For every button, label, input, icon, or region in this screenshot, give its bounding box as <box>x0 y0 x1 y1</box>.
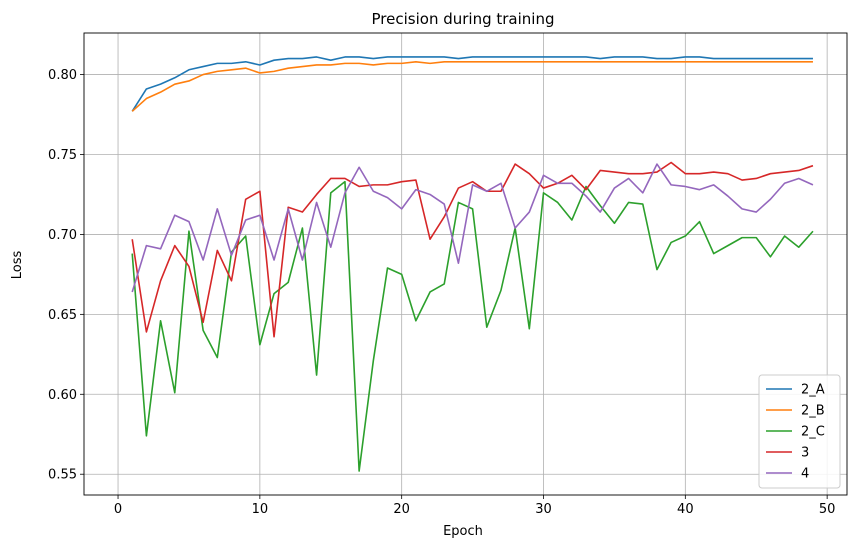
x-tick-label: 40 <box>677 502 694 517</box>
y-tick-label: 0.55 <box>48 468 77 483</box>
legend: 2_A 2_B 2_C 3 4 <box>758 374 841 489</box>
x-tick-label: 20 <box>393 502 410 517</box>
grid <box>84 33 847 495</box>
y-tick-label: 0.65 <box>48 308 77 323</box>
series-lines <box>131 56 814 472</box>
chart-title: Precision during training <box>372 10 555 28</box>
series-line-2-c <box>131 180 814 472</box>
x-tick-label: 50 <box>819 502 836 517</box>
x-axis-label: Epoch <box>443 524 483 539</box>
series-line-2-b <box>131 60 813 112</box>
y-tick-label: 0.80 <box>48 68 77 83</box>
y-tick-label: 0.70 <box>48 228 77 243</box>
plot-frame <box>83 32 848 496</box>
y-tick-label: 0.75 <box>48 148 77 163</box>
y-tick-label: 0.60 <box>48 388 77 403</box>
x-tick-label: 30 <box>535 502 552 517</box>
legend-label: 2_C <box>801 425 825 440</box>
series-line-2-a <box>131 56 813 112</box>
series-line-3 <box>131 161 814 338</box>
x-tick-label: 10 <box>252 502 269 517</box>
legend-label: 2_A <box>801 383 825 398</box>
legend-label: 2_B <box>801 404 825 419</box>
axis-ticks: 0 10 20 30 40 50 0.55 0.60 0.65 0.70 0.75 0.80 <box>48 68 835 517</box>
legend-label: 4 <box>801 467 809 482</box>
y-axis-label: Loss <box>10 251 25 280</box>
series-line-4 <box>131 163 814 293</box>
legend-box <box>758 374 841 489</box>
x-tick-label: 0 <box>114 502 122 517</box>
legend-label: 3 <box>801 446 809 461</box>
